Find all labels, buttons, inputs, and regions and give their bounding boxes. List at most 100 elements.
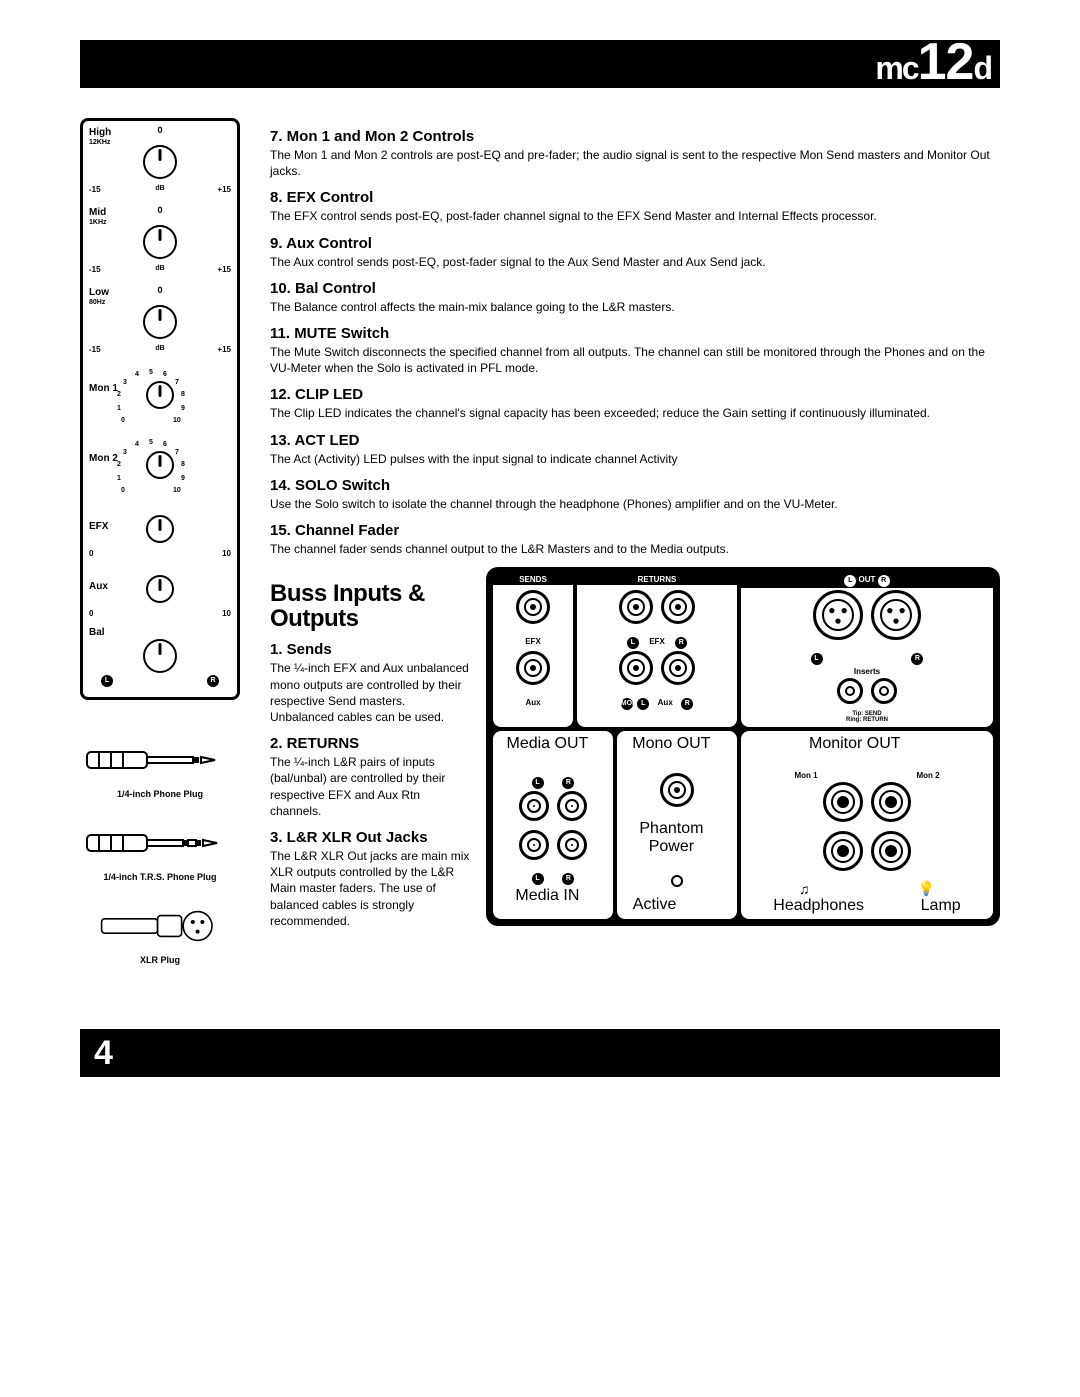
trs-plug-item: font class В 1/4-inch T.R.S. Phone Plug	[80, 823, 240, 882]
eq-mid-knob[interactable]	[143, 225, 177, 259]
buss-text-column: Buss Inputs & Outputs 1. Sends The ¼-inc…	[270, 567, 470, 933]
headphones-icon: ♫	[799, 881, 810, 897]
buss-3-title: 3. L&R XLR Out Jacks	[270, 829, 470, 846]
mon1-s3: 3	[123, 379, 127, 386]
sect-7-title: 7. Mon 1 and Mon 2 Controls	[270, 128, 1000, 145]
bal-label: Bal	[89, 627, 105, 638]
sect-13-text: The Act (Activity) LED pulses with the i…	[270, 451, 1000, 467]
sect-11-title: 11. MUTE Switch	[270, 325, 1000, 342]
logo-12: 12	[918, 42, 974, 84]
footer-bar: 4	[80, 1029, 1000, 1077]
monitor-out-1-jack[interactable]	[823, 782, 863, 822]
buss-1-text: The ¼-inch EFX and Aux unbalanced mono o…	[270, 660, 470, 725]
mon1-knob[interactable]	[146, 381, 174, 409]
sect-15-text: The channel fader sends channel output t…	[270, 541, 1000, 557]
mon2-row: Mon 2 0 1 2 3 4 5 6 7 8 9 10	[87, 437, 233, 503]
aux-send-jack[interactable]	[516, 651, 550, 685]
aux-label: Aux	[89, 581, 108, 592]
xlr-out-r[interactable]	[871, 590, 921, 640]
media-out-l-jack[interactable]	[519, 791, 549, 821]
eq-mid-unit: dB	[155, 265, 164, 272]
eq-mid-freq: 1KHz	[89, 219, 107, 226]
header-bar: mc 12 d	[80, 40, 1000, 88]
efx-return-r-jack[interactable]	[661, 590, 695, 624]
aux-knob[interactable]	[146, 575, 174, 603]
phantom-led	[671, 875, 683, 887]
eq-mid-top: 0	[157, 205, 162, 215]
aux-rtn-label: Aux	[658, 698, 673, 707]
bal-l-badge: L	[101, 675, 113, 687]
eq-low-freq: 80Hz	[89, 299, 105, 306]
efx-min: 0	[89, 549, 93, 558]
mon2-s2: 2	[117, 461, 121, 468]
efx-send-label: EFX	[525, 637, 541, 646]
mon2-knob[interactable]	[146, 451, 174, 479]
mon2-s7: 7	[175, 449, 179, 456]
buss-heading: Buss Inputs & Outputs	[270, 581, 470, 631]
media-in-r-jack[interactable]	[557, 830, 587, 860]
sect-12-title: 12. CLIP LED	[270, 386, 1000, 403]
mi-l: L	[532, 873, 544, 885]
sidebar: High 12KHz 0 -15 dB +15 Mid 1KHz 0 -15 d…	[80, 118, 240, 989]
aux-rtn-l-badge: L	[637, 698, 649, 710]
efx-send-jack[interactable]	[516, 590, 550, 624]
eq-low-max: +15	[217, 345, 231, 354]
mon2-lbl: Mon 2	[916, 771, 939, 780]
xlr-out-l[interactable]	[813, 590, 863, 640]
monitor-out-2-jack[interactable]	[871, 782, 911, 822]
xlr-plug-icon	[85, 906, 235, 946]
eq-high-top: 0	[157, 125, 162, 135]
buss-3-text: The L&R XLR Out jacks are main mix XLR o…	[270, 848, 470, 929]
mon2-label: Mon 2	[89, 453, 118, 464]
mono-out-jack[interactable]	[660, 773, 694, 807]
mon2-s6: 6	[163, 441, 167, 448]
eq-low-label: Low	[89, 287, 109, 298]
out-l-badge: L	[811, 653, 823, 665]
media-out-r-jack[interactable]	[557, 791, 587, 821]
media-in-label: Media IN	[497, 887, 598, 905]
eq-mid-max: +15	[217, 265, 231, 274]
sect-14-text: Use the Solo switch to isolate the chann…	[270, 496, 1000, 512]
headphones-jack[interactable]	[823, 831, 863, 871]
phantom-label: Phantom Power	[621, 820, 722, 856]
mi-r: R	[562, 873, 574, 885]
mon1-s2: 2	[117, 391, 121, 398]
sect-15-title: 15. Channel Fader	[270, 522, 1000, 539]
insert-r-jack[interactable]	[871, 678, 897, 704]
eq-high-max: +15	[217, 185, 231, 194]
mon2-s10: 10	[173, 487, 181, 494]
mon1-s10: 10	[173, 417, 181, 424]
bal-knob[interactable]	[143, 639, 177, 673]
mon1-s5: 5	[149, 369, 153, 376]
headphones-label: Headphones	[773, 897, 864, 915]
mon2-s3: 3	[123, 449, 127, 456]
media-in-l-jack[interactable]	[519, 830, 549, 860]
efx-row: EFX 0 10	[87, 507, 233, 563]
eq-mid-min: -15	[89, 265, 101, 274]
buss-section: Buss Inputs & Outputs 1. Sends The ¼-inc…	[270, 567, 1000, 933]
insert-l-jack[interactable]	[837, 678, 863, 704]
eq-low-unit: dB	[155, 345, 164, 352]
product-logo: mc 12 d	[875, 42, 992, 87]
buss-2-text: The ¼-inch L&R pairs of inputs (bal/unba…	[270, 754, 470, 819]
mon2-s5: 5	[149, 439, 153, 446]
eq-high-knob[interactable]	[143, 145, 177, 179]
xlr-plug-item: XLR Plug	[80, 906, 240, 965]
mon1-s1: 1	[117, 405, 121, 412]
sect-13-title: 13. ACT LED	[270, 432, 1000, 449]
buss-2-title: 2. RETURNS	[270, 735, 470, 752]
aux-return-l-jack[interactable]	[619, 651, 653, 685]
out-cell: L OUT R L R	[741, 574, 993, 727]
logo-mc: mc	[875, 50, 917, 87]
eq-high-unit: dB	[155, 185, 164, 192]
bal-row: Bal L R	[87, 627, 233, 691]
aux-return-r-jack[interactable]	[661, 651, 695, 685]
sect-8-title: 8. EFX Control	[270, 189, 1000, 206]
lamp-jack[interactable]	[871, 831, 911, 871]
phone-plug-caption: 1/4-inch Phone Plug	[80, 789, 240, 799]
sect-10-title: 10. Bal Control	[270, 280, 1000, 297]
efx-return-l-jack[interactable]	[619, 590, 653, 624]
efx-knob[interactable]	[146, 515, 174, 543]
eq-low-knob[interactable]	[143, 305, 177, 339]
sect-7-text: The Mon 1 and Mon 2 controls are post-EQ…	[270, 147, 1000, 179]
